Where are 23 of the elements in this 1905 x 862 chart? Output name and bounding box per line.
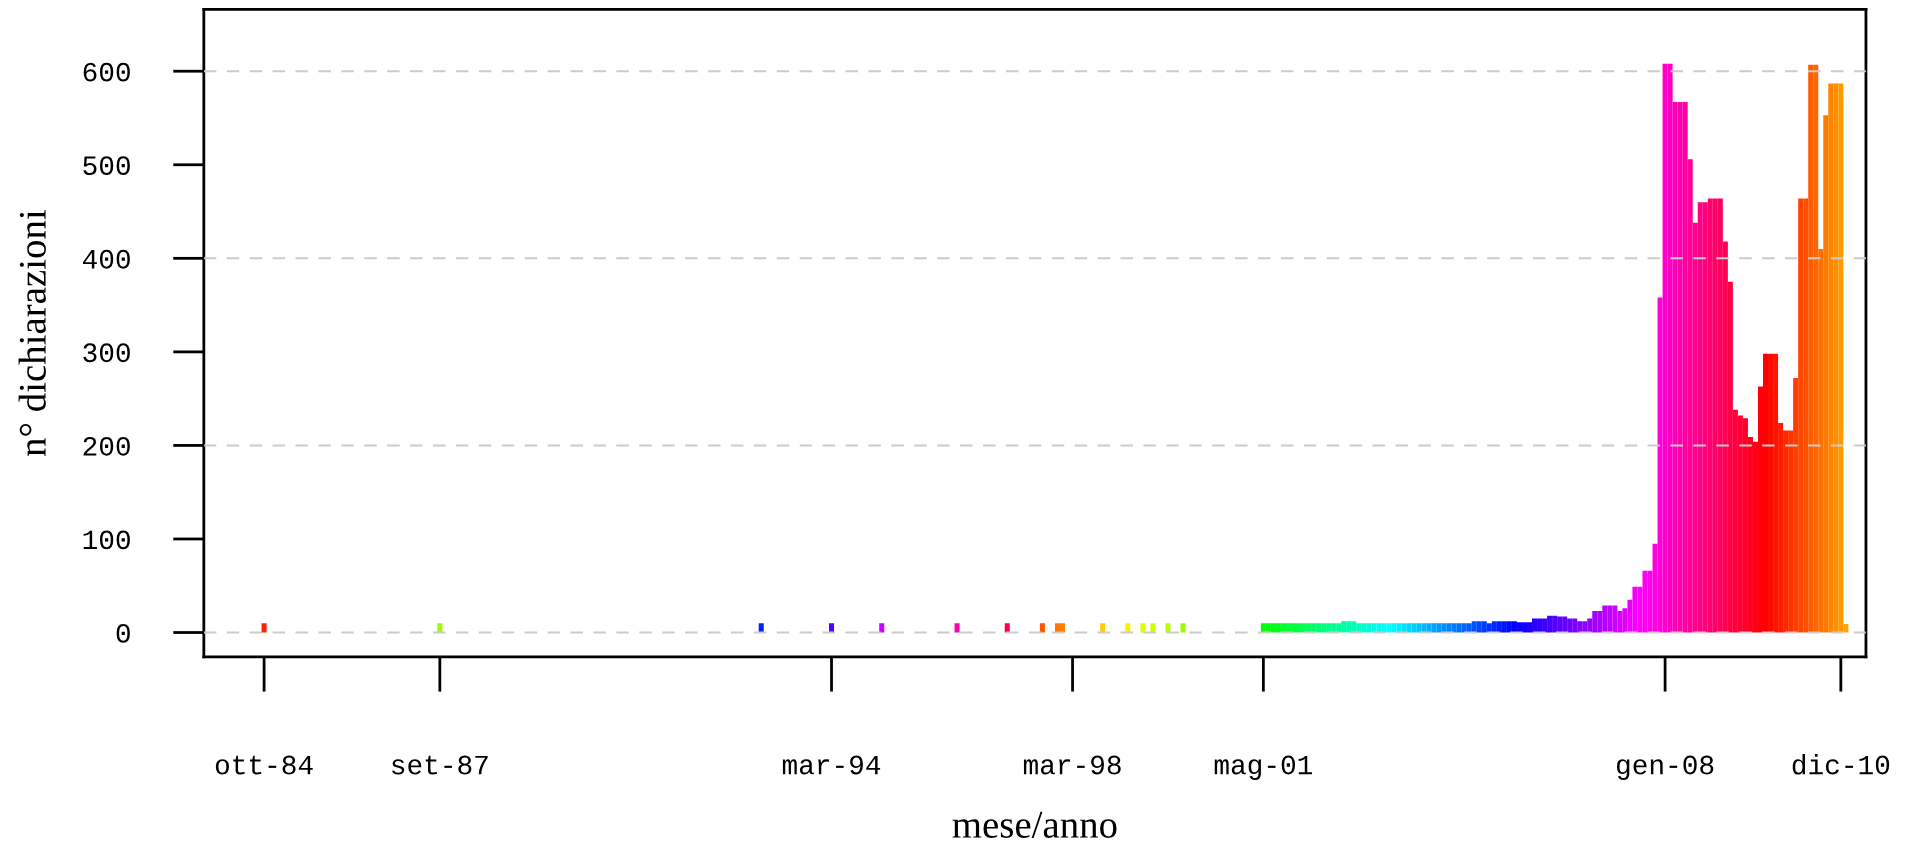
bar (879, 623, 885, 633)
bar (1140, 623, 1146, 633)
x-tick-label: gen-08 (1617, 755, 1714, 780)
x-tick-label: ott-84 (215, 755, 313, 775)
y-tick-label: 500 (83, 156, 130, 176)
bar (954, 623, 960, 633)
bar (1180, 623, 1186, 633)
bar (1039, 623, 1045, 633)
x-tick-label: mar-98 (1023, 755, 1121, 775)
y-tick-label: 300 (83, 343, 130, 363)
x-axis-title: mese/anno (952, 811, 1117, 838)
y-axis-title: n° dichiarazioni (18, 210, 46, 457)
y-tick-label: 600 (83, 62, 130, 82)
bar (261, 623, 267, 633)
y-tick-label: 0 (116, 624, 130, 643)
y-tick-label: 100 (83, 530, 130, 550)
x-tick-label: mag-01 (1214, 755, 1313, 780)
y-tick-label: 200 (83, 436, 130, 456)
y-tick-label: 400 (83, 249, 130, 269)
x-tick-label: dic-10 (1792, 754, 1890, 775)
x-tick-label: set-87 (392, 755, 488, 775)
x-tick-label: mar-94 (782, 755, 881, 775)
bar (1290, 623, 1297, 633)
